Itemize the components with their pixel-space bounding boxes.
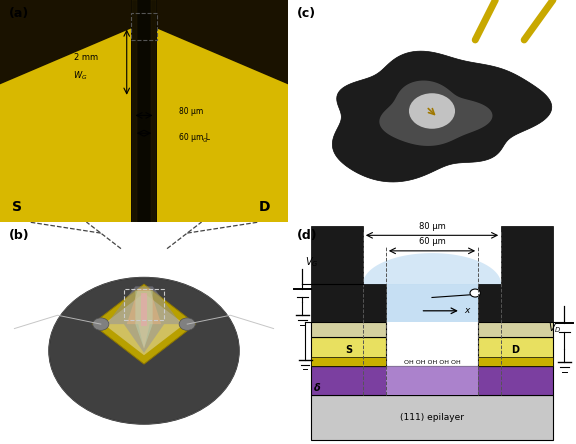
Polygon shape [363, 253, 501, 284]
Bar [478, 322, 553, 337]
Polygon shape [153, 89, 288, 222]
Circle shape [470, 289, 480, 297]
Text: 2 mm: 2 mm [74, 53, 98, 62]
Polygon shape [0, 0, 135, 84]
Text: δ: δ [314, 383, 321, 393]
Text: (d): (d) [297, 229, 317, 242]
Text: S: S [12, 200, 21, 214]
Bar [124, 289, 164, 320]
Text: $V_G$: $V_G$ [305, 255, 319, 269]
Polygon shape [153, 0, 288, 84]
Bar [131, 13, 157, 40]
Text: (a): (a) [9, 7, 29, 20]
Text: 80 μm: 80 μm [419, 222, 445, 231]
Text: D: D [511, 345, 520, 355]
Text: D: D [259, 200, 271, 214]
Polygon shape [380, 80, 492, 146]
Text: (111) epilayer: (111) epilayer [400, 413, 464, 422]
Text: 80 μm: 80 μm [179, 107, 203, 115]
Polygon shape [135, 291, 153, 349]
Text: 60 μm: 60 μm [419, 238, 445, 246]
Polygon shape [478, 226, 553, 322]
Text: (b): (b) [9, 229, 29, 242]
Bar [363, 284, 501, 322]
Bar [132, 0, 137, 222]
Circle shape [179, 318, 195, 330]
Text: (c): (c) [297, 7, 316, 20]
Bar [478, 357, 553, 366]
Text: G: G [203, 138, 207, 143]
Bar [311, 337, 386, 366]
Text: S: S [345, 345, 352, 355]
Text: $W_G$: $W_G$ [73, 69, 88, 82]
Text: $x$: $x$ [464, 306, 471, 315]
Circle shape [49, 278, 239, 424]
Polygon shape [150, 0, 288, 89]
Bar [131, 0, 157, 222]
Polygon shape [332, 51, 552, 182]
Polygon shape [92, 284, 196, 364]
Bar [0, 111, 288, 222]
Polygon shape [141, 293, 147, 326]
Bar [386, 366, 478, 395]
Polygon shape [107, 286, 181, 353]
Text: 60 μm L: 60 μm L [179, 133, 210, 142]
Polygon shape [0, 0, 138, 89]
Bar [478, 337, 553, 366]
Polygon shape [0, 0, 288, 222]
Bar [311, 357, 386, 366]
Polygon shape [104, 293, 184, 355]
Bar [311, 366, 553, 395]
Bar [311, 395, 553, 440]
Text: $V_D$: $V_D$ [548, 321, 562, 336]
Bar [311, 322, 386, 337]
Bar [151, 0, 156, 222]
Circle shape [93, 318, 109, 330]
Circle shape [409, 93, 455, 129]
Polygon shape [311, 226, 386, 322]
Text: OH OH OH OH OH: OH OH OH OH OH [404, 360, 460, 365]
Polygon shape [127, 289, 161, 349]
Polygon shape [0, 89, 135, 222]
